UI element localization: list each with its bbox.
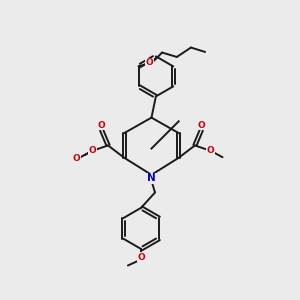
Text: O: O — [146, 58, 154, 67]
Text: O: O — [73, 154, 81, 163]
Text: O: O — [137, 253, 145, 262]
Text: O: O — [206, 146, 214, 155]
Text: N: N — [147, 173, 156, 183]
Text: O: O — [98, 121, 105, 130]
Text: O: O — [198, 121, 206, 130]
Text: O: O — [89, 146, 97, 155]
